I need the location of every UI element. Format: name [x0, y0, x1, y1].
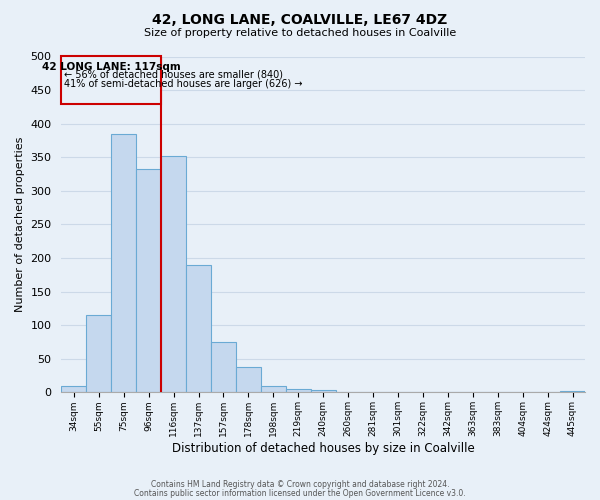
Bar	[61, 386, 86, 392]
Y-axis label: Number of detached properties: Number of detached properties	[15, 137, 25, 312]
X-axis label: Distribution of detached houses by size in Coalville: Distribution of detached houses by size …	[172, 442, 475, 455]
Text: Contains public sector information licensed under the Open Government Licence v3: Contains public sector information licen…	[134, 489, 466, 498]
Text: Size of property relative to detached houses in Coalville: Size of property relative to detached ho…	[144, 28, 456, 38]
Bar	[161, 156, 186, 392]
Bar	[261, 386, 286, 392]
Bar	[211, 342, 236, 392]
Bar	[111, 134, 136, 392]
Bar	[236, 367, 261, 392]
Text: ← 56% of detached houses are smaller (840): ← 56% of detached houses are smaller (84…	[64, 70, 283, 80]
Bar	[61, 56, 161, 104]
Bar	[560, 391, 585, 392]
Text: 41% of semi-detached houses are larger (626) →: 41% of semi-detached houses are larger (…	[64, 80, 302, 90]
Bar	[186, 265, 211, 392]
Bar	[311, 390, 335, 392]
Text: Contains HM Land Registry data © Crown copyright and database right 2024.: Contains HM Land Registry data © Crown c…	[151, 480, 449, 489]
Text: 42, LONG LANE, COALVILLE, LE67 4DZ: 42, LONG LANE, COALVILLE, LE67 4DZ	[152, 12, 448, 26]
Bar	[136, 168, 161, 392]
Bar	[86, 315, 111, 392]
Bar	[286, 389, 311, 392]
Text: 42 LONG LANE: 117sqm: 42 LONG LANE: 117sqm	[42, 62, 181, 72]
